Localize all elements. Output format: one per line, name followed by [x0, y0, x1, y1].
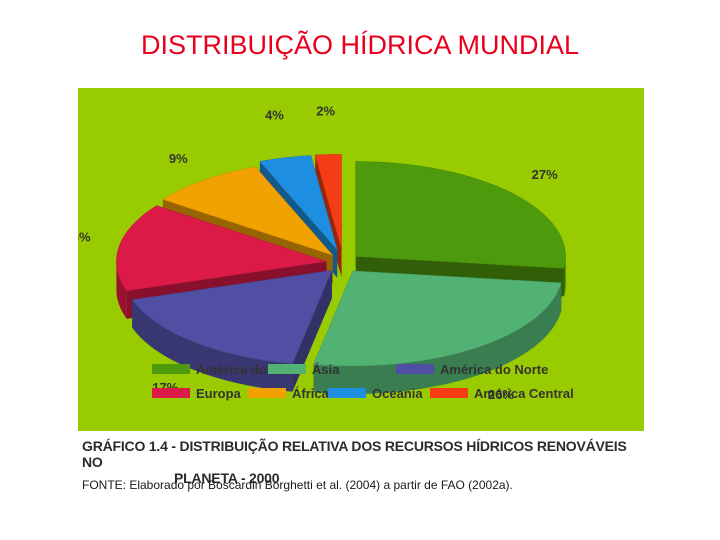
pie-slice-top-oceania — [259, 155, 338, 250]
pie-slice-top-africa — [162, 166, 334, 256]
pie-slice-top-europa — [116, 205, 327, 292]
legend-item-america-do-sul: América do Sul — [152, 362, 291, 377]
legend-swatch-oceania — [328, 388, 366, 398]
data-label-asia: 26% — [488, 387, 514, 402]
data-label-america-central: 2% — [316, 104, 335, 119]
data-label-europa: 15% — [78, 230, 91, 245]
legend-item-america-central: América Central — [430, 386, 574, 401]
pie-slice-top-america-do-norte — [131, 270, 333, 364]
pie-slice-america-do-norte — [131, 270, 333, 392]
pie-chart-panel: 27%26%17%15%9%4%2% América do SulÁsiaAmé… — [78, 88, 644, 431]
legend-swatch-america-do-sul — [152, 364, 190, 374]
legend-swatch-asia — [268, 364, 306, 374]
data-label-africa: 9% — [169, 151, 188, 166]
slide-title: DISTRIBUIÇÃO HÍDRICA MUNDIAL — [140, 30, 580, 60]
legend-swatch-africa — [248, 388, 286, 398]
legend-label-europa: Europa — [196, 386, 242, 401]
legend-item-oceania: Oceania — [328, 386, 423, 401]
pie-slice-top-america-do-sul — [355, 161, 566, 269]
legend-item-america-do-norte: América do Norte — [396, 362, 548, 377]
legend-label-america-do-sul: América do Sul — [196, 362, 291, 377]
caption-line-1: GRÁFICO 1.4 - DISTRIBUIÇÃO RELATIVA DOS … — [82, 438, 627, 470]
legend-label-america-do-norte: América do Norte — [440, 362, 548, 377]
pie-slice-asia — [313, 270, 562, 394]
data-label-america-do-sul: 27% — [532, 167, 558, 182]
pie-slice-top-asia — [313, 270, 562, 367]
pie-slice-side-europa-0 — [116, 259, 127, 319]
pie-slice-side-asia-0 — [313, 282, 562, 394]
caption-line-2: PLANETA - 2000 — [174, 470, 280, 486]
pie-slice-wall-america-do-norte-0 — [292, 270, 332, 392]
legend-label-oceania: Oceania — [372, 386, 423, 401]
pie-slice-side-america-do-norte-0 — [132, 299, 293, 392]
pie-slice-side-america-do-sul-0 — [563, 255, 566, 297]
data-label-oceania: 4% — [265, 107, 284, 122]
pie-chart: 27%26%17%15%9%4%2% América do SulÁsiaAmé… — [78, 88, 644, 431]
legend-label-america-central: América Central — [474, 386, 574, 401]
pie-slice-top-america-central — [314, 154, 342, 250]
chart-caption: GRÁFICO 1.4 - DISTRIBUIÇÃO RELATIVA DOS … — [82, 438, 642, 486]
legend-swatch-europa — [152, 388, 190, 398]
legend-swatch-america-central — [430, 388, 468, 398]
legend-item-europa: Europa — [152, 386, 242, 401]
legend-label-asia: Ásia — [312, 362, 340, 377]
legend-item-asia: Ásia — [268, 362, 340, 377]
legend-swatch-america-do-norte — [396, 364, 434, 374]
legend-item-africa: África — [248, 386, 330, 401]
chart-source: FONTE: Elaborado por Boscardin Borghetti… — [82, 478, 513, 492]
legend-label-africa: África — [292, 386, 330, 401]
